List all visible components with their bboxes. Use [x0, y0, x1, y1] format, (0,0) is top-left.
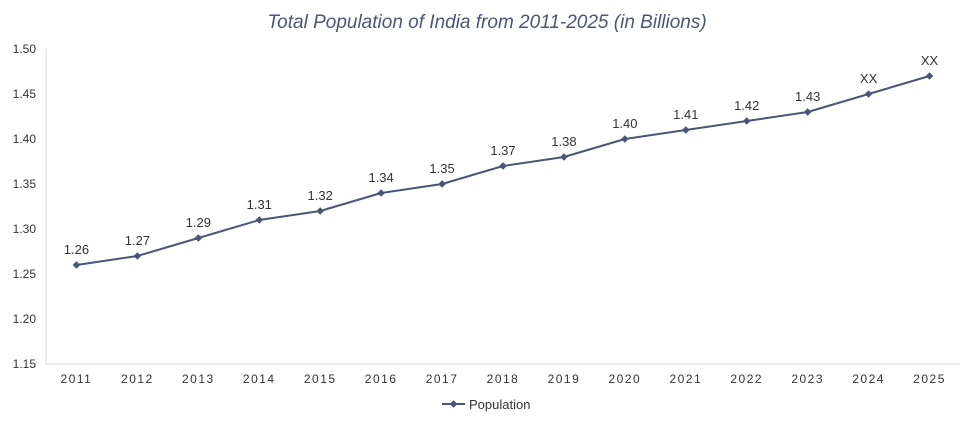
x-tick-label: 2020 [609, 372, 642, 386]
legend-marker [449, 400, 458, 408]
data-label: 1.29 [186, 215, 211, 230]
data-label: 1.26 [64, 242, 89, 257]
y-tick-label: 1.40 [13, 132, 37, 146]
x-tick-label: 2016 [365, 372, 398, 386]
data-point-marker [194, 234, 203, 242]
x-tick-label: 2011 [61, 372, 93, 386]
chart-title: Total Population of India from 2011-2025… [267, 12, 706, 33]
x-axis-ticks: 2011 2012 2013 2014 2015 2016 2017 2018 2019 2020… [61, 372, 946, 386]
data-label: XX [921, 53, 939, 68]
data-label: 1.34 [368, 170, 393, 185]
y-tick-label: 1.20 [13, 312, 37, 326]
data-point-marker [72, 261, 81, 269]
x-tick-label: 2022 [730, 372, 763, 386]
data-point-marker [255, 216, 264, 224]
x-tick-label: 2021 [669, 372, 702, 386]
y-tick-label: 1.30 [13, 222, 37, 236]
data-label: 1.32 [308, 188, 333, 203]
data-point-marker [133, 252, 142, 260]
y-tick-label: 1.15 [13, 357, 37, 371]
data-point-marker [803, 108, 812, 116]
series-line-population [76, 75, 930, 266]
data-point-marker [499, 162, 507, 170]
data-label: 1.41 [673, 107, 698, 122]
legend-label: Population [469, 397, 530, 412]
x-tick-label: 2013 [182, 372, 215, 386]
legend: Population [442, 397, 530, 412]
x-tick-label: 2017 [426, 372, 459, 386]
data-labels: 1.26 1.27 1.29 1.31 1.32 1.34 1.35 1.37 1.38 1.40… [64, 53, 939, 257]
data-label: 1.35 [429, 161, 454, 176]
x-tick-label: 2023 [791, 372, 824, 386]
data-label: 1.42 [734, 98, 759, 113]
x-tick-label: 2019 [548, 372, 581, 386]
data-label: 1.40 [612, 116, 637, 131]
data-point-marker [316, 207, 324, 215]
y-tick-label: 1.35 [13, 177, 37, 191]
data-point-marker [377, 189, 385, 197]
data-label: 1.37 [490, 143, 515, 158]
data-point-marker [925, 72, 934, 80]
data-label: XX [860, 71, 878, 86]
x-tick-label: 2024 [852, 372, 885, 386]
y-axis-ticks: 1.15 1.20 1.25 1.30 1.35 1.40 1.45 1.50 [13, 42, 37, 371]
y-tick-label: 1.45 [13, 87, 37, 101]
x-tick-label: 2025 [913, 372, 946, 386]
data-label: 1.27 [125, 233, 150, 248]
data-point-marker [560, 153, 568, 161]
data-point-marker [438, 180, 446, 188]
data-point-marker [621, 135, 629, 143]
series-markers [72, 72, 934, 269]
data-label: 1.38 [551, 134, 576, 149]
y-tick-label: 1.25 [13, 267, 37, 281]
x-tick-label: 2018 [487, 372, 520, 386]
data-point-marker [864, 90, 873, 98]
y-tick-label: 1.50 [13, 42, 37, 56]
x-tick-label: 2015 [304, 372, 337, 386]
data-label: 1.43 [795, 89, 820, 104]
data-point-marker [742, 117, 751, 125]
x-tick-label: 2014 [243, 372, 276, 386]
data-label: 1.31 [247, 197, 272, 212]
x-tick-label: 2012 [121, 372, 154, 386]
data-point-marker [682, 126, 690, 134]
